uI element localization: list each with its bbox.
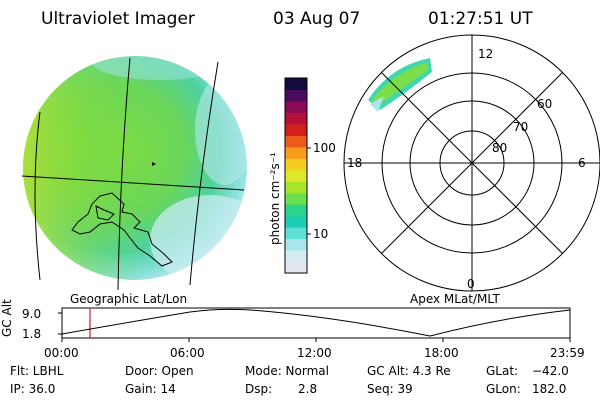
glon-value: 182.0 (532, 382, 567, 396)
lat-label-60: 60 (537, 97, 553, 111)
colorbar-segment (285, 215, 307, 228)
colorbar-tick-10: 10 (313, 227, 329, 241)
colorbar-segment (285, 78, 307, 90)
gc-alt-axis-label: GC Alt (0, 299, 14, 337)
ip-info: IP: 36.0 (10, 382, 56, 396)
glat-label: GLat: (486, 364, 519, 378)
colorbar-unit-label: photon cm⁻²s⁻¹ (268, 152, 282, 245)
coastline-detail (95, 205, 115, 221)
glat-value: −42.0 (532, 364, 569, 378)
mlt-label-12: 12 (478, 47, 494, 61)
altitude-ticks (58, 312, 571, 342)
coastline (71, 192, 173, 267)
colorbar-segment (285, 250, 307, 263)
mlt-label-6: 6 (578, 156, 586, 170)
glon-label: GLon: (486, 382, 521, 396)
colorbar-segment (285, 135, 307, 148)
polar-grid (343, 34, 600, 292)
colorbar-segment (285, 158, 307, 171)
date-label: 03 Aug 07 (273, 9, 361, 29)
geographic-grid (21, 57, 245, 291)
auroral-arc (368, 58, 432, 112)
colorbar-segment (285, 112, 307, 125)
colorbar-segment (285, 100, 307, 113)
mlt-label-0: 0 (467, 277, 475, 291)
colorbar-segment (285, 204, 307, 217)
colorbar-segment (285, 261, 307, 274)
colorbar-segment (285, 192, 307, 205)
gcalt-info: GC Alt: 4.3 Re (367, 364, 451, 378)
lat-label-80: 80 (492, 141, 508, 155)
dsp-value: 2.8 (298, 382, 318, 396)
colorbar-segment (285, 123, 307, 136)
gain-info: Gain: 14 (125, 382, 176, 396)
instrument-title: Ultraviolet Imager (41, 9, 195, 29)
alt-tick-1-8: 1.8 (22, 327, 42, 341)
pole-marker (152, 162, 156, 166)
flt-info: Flt: LBHL (10, 364, 64, 378)
colorbar-segment (285, 169, 307, 182)
altitude-plot-frame (61, 307, 571, 339)
colorbar-segment (285, 146, 307, 159)
seq-info: Seq: 39 (367, 382, 413, 396)
dsp-label: Dsp: (245, 382, 273, 396)
time-tick-2359: 23:59 (550, 346, 585, 360)
colorbar-segment (285, 89, 307, 102)
apex-caption: Apex MLat/MLT (410, 292, 500, 306)
colorbar-segment (285, 238, 307, 251)
colorbar-tick-100: 100 (313, 141, 336, 155)
color-bar (285, 78, 307, 274)
geographic-caption: Geographic Lat/Lon (70, 292, 188, 306)
time-tick-0000: 00:00 (44, 346, 79, 360)
time-tick-1800: 18:00 (424, 346, 459, 360)
colorbar-segment (285, 181, 307, 194)
geographic-image (23, 56, 247, 280)
lat-label-70: 70 (513, 120, 529, 134)
door-info: Door: Open (125, 364, 194, 378)
mlt-label-18: 18 (347, 156, 363, 170)
mode-info: Mode: Normal (245, 364, 329, 378)
time-tick-1200: 12:00 (297, 346, 332, 360)
altitude-curve (61, 308, 571, 337)
colorbar-segment (285, 227, 307, 240)
time-tick-0600: 06:00 (170, 346, 205, 360)
alt-tick-9: 9.0 (22, 307, 42, 321)
time-label: 01:27:51 UT (428, 9, 533, 29)
